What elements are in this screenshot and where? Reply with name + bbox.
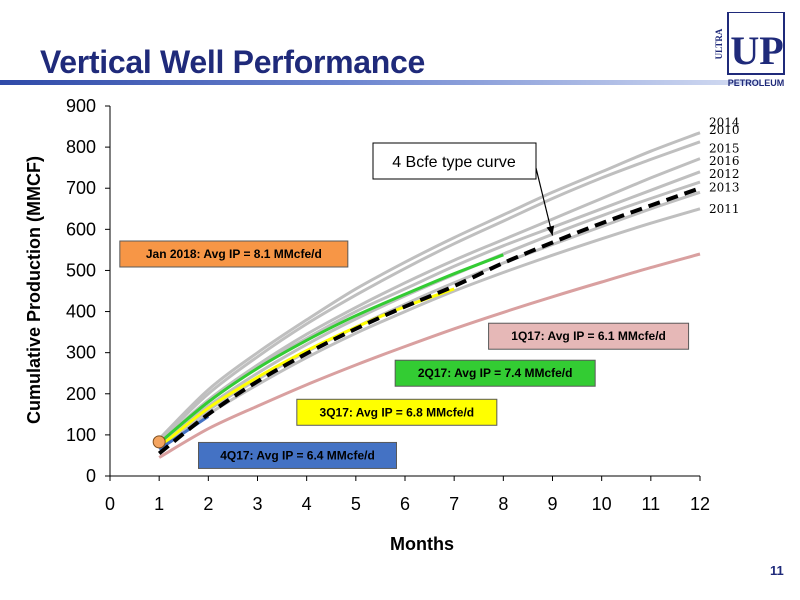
ip-label-0: Jan 2018: Avg IP = 8.1 MMcfe/d <box>119 240 349 268</box>
year-label-2011: 2011 <box>709 202 740 216</box>
logo-bottom-text: PETROLEUM <box>728 78 785 88</box>
year-label-2012: 2012 <box>709 167 740 181</box>
ip-label-box <box>394 359 596 387</box>
x-tick-label: 7 <box>449 494 459 514</box>
y-tick-label: 100 <box>66 425 96 445</box>
x-axis: 0 1 2 3 4 5 6 7 8 9 10 11 12 <box>105 475 710 514</box>
logo-main-text: UP <box>730 28 783 73</box>
x-tick-label: 3 <box>252 494 262 514</box>
x-tick-label: 6 <box>400 494 410 514</box>
ip-label-text: 2Q17: Avg IP = 7.4 MMcfe/d <box>418 366 573 380</box>
ip-label-text: 4Q17: Avg IP = 6.4 MMcfe/d <box>220 448 375 462</box>
page-number: 11 <box>770 563 784 578</box>
ip-label-box <box>488 322 690 350</box>
title-underline <box>0 80 760 85</box>
ip-label-text: 3Q17: Avg IP = 6.8 MMcfe/d <box>320 405 475 419</box>
series-layer <box>152 131 701 459</box>
callout-arrow-head <box>546 225 555 236</box>
x-tick-label: 8 <box>498 494 508 514</box>
ip-label-4: 4Q17: Avg IP = 6.4 MMcfe/d <box>198 441 397 469</box>
ip-label-2: 2Q17: Avg IP = 7.4 MMcfe/d <box>394 359 596 387</box>
callout-box <box>372 142 537 180</box>
x-tick-label: 12 <box>690 494 710 514</box>
logo-side-text: ULTRA <box>714 28 724 59</box>
type-curve-callout: 4 Bcfe type curve <box>372 142 555 236</box>
y-tick-label: 400 <box>66 302 96 322</box>
ip-label-3: 3Q17: Avg IP = 6.8 MMcfe/d <box>296 398 498 426</box>
y-tick-label: 200 <box>66 384 96 404</box>
x-axis-title: Months <box>390 534 454 554</box>
x-tick-label: 0 <box>105 494 115 514</box>
y-tick-label: 0 <box>86 466 96 486</box>
x-tick-label: 1 <box>154 494 164 514</box>
ultra-petroleum-logo: ULTRA UP PETROLEUM <box>714 12 785 88</box>
x-tick-label: 5 <box>351 494 361 514</box>
y-tick-label: 500 <box>66 260 96 280</box>
x-tick-label: 11 <box>641 494 660 514</box>
y-tick-label: 300 <box>66 343 96 363</box>
x-tick-label: 10 <box>592 494 612 514</box>
callout-text: 4 Bcfe type curve <box>392 154 516 171</box>
year-label-2015: 2015 <box>709 142 740 156</box>
y-tick-label: 900 <box>66 96 96 116</box>
x-tick-label: 4 <box>302 494 312 514</box>
series-line-2014 <box>158 131 701 441</box>
logo-frame <box>727 12 785 75</box>
x-tick-label: 9 <box>547 494 557 514</box>
series-line-2011 <box>158 207 701 451</box>
series-line-2q17 <box>158 253 504 445</box>
y-axis-title: Cumulative Production (MMCF) <box>24 156 44 424</box>
callout-arrow-line <box>535 167 554 236</box>
ip-label-1: 1Q17: Avg IP = 6.1 MMcfe/d <box>488 322 690 350</box>
series-line-1q17 <box>158 252 701 459</box>
ip-label-box <box>198 441 397 469</box>
y-axis: 0 100 200 300 400 500 600 700 800 900 <box>66 96 111 486</box>
x-tick-label: 2 <box>203 494 213 514</box>
data-point-jan-2018 <box>152 435 166 449</box>
y-tick-label: 800 <box>66 137 96 157</box>
series-line-2015 <box>158 157 701 445</box>
y-tick-label: 700 <box>66 178 96 198</box>
series-line-4-bcfe-type-curve <box>157 186 701 455</box>
y-tick-label: 600 <box>66 219 96 239</box>
year-label-2016: 2016 <box>709 154 740 168</box>
ip-label-text: 1Q17: Avg IP = 6.1 MMcfe/d <box>511 329 666 343</box>
year-label-2014: 2014 <box>709 116 740 130</box>
ip-label-box <box>296 398 498 426</box>
series-line-2010 <box>158 140 701 443</box>
page-title: Vertical Well Performance <box>40 44 425 80</box>
ip-label-text: Jan 2018: Avg IP = 8.1 MMcfe/d <box>146 247 322 261</box>
ip-label-box <box>119 240 349 268</box>
year-label-2013: 2013 <box>709 180 740 194</box>
year-label-2010: 2010 <box>709 123 740 137</box>
